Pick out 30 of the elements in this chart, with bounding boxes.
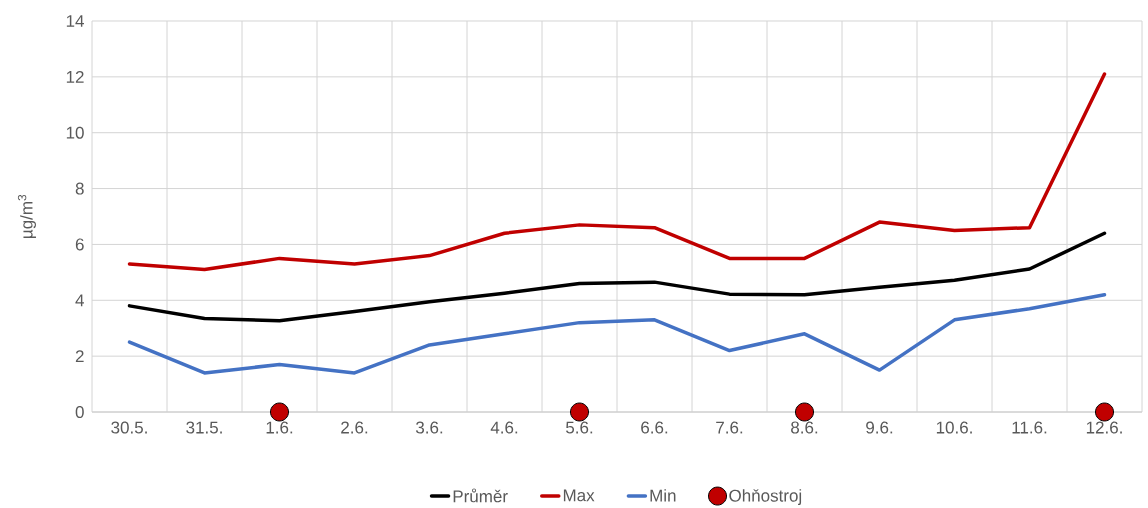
- x-tick-label: 31.5.: [186, 421, 222, 434]
- line-series: [127, 292, 1107, 375]
- y-tick-label: 12: [66, 70, 84, 83]
- x-tick-label: 3.6.: [415, 421, 443, 434]
- line-series: [127, 72, 1107, 272]
- x-tick-label: 8.6.: [791, 421, 818, 434]
- y-tick-label: 4: [75, 294, 84, 307]
- legend-label: Min: [650, 489, 676, 502]
- x-tick-label: 2.6.: [341, 421, 368, 434]
- x-tick-label: 5.6.: [566, 421, 593, 434]
- y-tick-label: 0: [75, 405, 84, 419]
- x-tick-label: 10.6.: [936, 421, 972, 434]
- legend-label: Průměr: [453, 488, 508, 503]
- x-tick-label: 4.6.: [490, 421, 518, 434]
- y-axis-title: µg/m$^{3}$: [17, 194, 36, 238]
- x-tick-label: 1.6.: [266, 421, 293, 434]
- x-tick-label: 7.6.: [716, 421, 743, 434]
- y-tick-label: 2: [75, 350, 84, 363]
- x-tick-label: 6.6.: [641, 421, 668, 434]
- legend-label: Max: [563, 489, 595, 502]
- y-tick-label: 10: [66, 126, 84, 139]
- x-tick-label: 11.6.: [1012, 421, 1047, 434]
- legend-label: Ohňostroj: [729, 489, 802, 506]
- x-tick-label: 12.6.: [1086, 421, 1122, 434]
- x-tick-label: 30.5.: [111, 421, 147, 434]
- x-tick-label: 9.6.: [866, 421, 893, 434]
- y-tick-label: 14: [66, 15, 84, 27]
- y-tick-label: 6: [75, 238, 84, 251]
- y-tick-label: 8: [75, 182, 84, 195]
- line-series: [127, 231, 1107, 323]
